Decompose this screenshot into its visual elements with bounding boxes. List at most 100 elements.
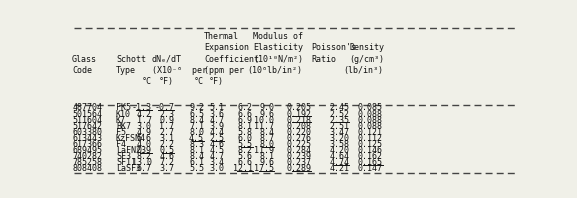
- Text: 0.289: 0.289: [286, 164, 312, 173]
- Text: SF11: SF11: [116, 158, 136, 167]
- Text: 487704: 487704: [72, 103, 102, 112]
- Text: 8.4: 8.4: [189, 152, 204, 161]
- Text: 613443: 613443: [72, 134, 102, 143]
- Text: 2.2: 2.2: [159, 140, 174, 149]
- Text: °F): °F): [209, 77, 224, 86]
- Text: FK5: FK5: [116, 103, 131, 112]
- Text: BK7: BK7: [116, 122, 131, 131]
- Text: 0.5: 0.5: [159, 146, 174, 155]
- Text: 0.085: 0.085: [358, 103, 383, 112]
- Text: 3.47: 3.47: [329, 128, 350, 137]
- Text: Code: Code: [72, 66, 92, 75]
- Text: 0.088: 0.088: [358, 116, 383, 125]
- Text: 0.225: 0.225: [286, 140, 312, 149]
- Text: 12.1: 12.1: [233, 164, 253, 173]
- Text: 0.088: 0.088: [358, 109, 383, 119]
- Text: °C: °C: [194, 77, 204, 86]
- Text: 0.218: 0.218: [286, 116, 312, 125]
- Text: 603380: 603380: [72, 128, 102, 137]
- Text: 2.5: 2.5: [209, 134, 224, 143]
- Text: 11.9: 11.9: [254, 146, 274, 155]
- Text: K10: K10: [116, 109, 131, 119]
- Text: 9.6: 9.6: [259, 109, 274, 119]
- Text: 8.1: 8.1: [238, 122, 253, 131]
- Text: 4.0: 4.0: [137, 140, 152, 149]
- Text: 8.3: 8.3: [189, 140, 204, 149]
- Text: 3.9: 3.9: [209, 122, 224, 131]
- Text: 11.7: 11.7: [254, 122, 274, 131]
- Text: Poisson's: Poisson's: [312, 43, 357, 52]
- Text: 3.0: 3.0: [137, 122, 152, 131]
- Text: 501564: 501564: [72, 109, 102, 119]
- Text: 3.20: 3.20: [329, 134, 350, 143]
- Text: 9.2: 9.2: [189, 103, 204, 112]
- Text: 9.6: 9.6: [259, 158, 274, 167]
- Text: 8.7: 8.7: [259, 134, 274, 143]
- Text: 4.5: 4.5: [189, 134, 204, 143]
- Text: 0.165: 0.165: [358, 158, 383, 167]
- Text: F4: F4: [116, 140, 126, 149]
- Text: 0.237: 0.237: [286, 158, 312, 167]
- Text: 785258: 785258: [72, 158, 102, 167]
- Text: 0.162: 0.162: [358, 152, 383, 161]
- Text: 0.147: 0.147: [358, 164, 383, 173]
- Text: 511604: 511604: [72, 116, 102, 125]
- Text: 8.0: 8.0: [259, 140, 274, 149]
- Text: 0.121: 0.121: [358, 128, 383, 137]
- Text: 5.8: 5.8: [238, 128, 253, 137]
- Text: 7.2: 7.2: [159, 158, 174, 167]
- Text: 4.64: 4.64: [329, 152, 350, 161]
- Text: 0.276: 0.276: [286, 134, 312, 143]
- Text: KzFSN4: KzFSN4: [116, 134, 146, 143]
- Text: 3.4: 3.4: [209, 158, 224, 167]
- Text: 6.2: 6.2: [238, 103, 253, 112]
- Text: 4.4: 4.4: [209, 128, 224, 137]
- Text: F5: F5: [116, 128, 126, 137]
- Text: 5.1: 5.1: [209, 103, 224, 112]
- Text: °F): °F): [159, 77, 174, 86]
- Text: 5.5: 5.5: [238, 140, 253, 149]
- Text: Glass: Glass: [72, 55, 97, 64]
- Text: 6.1: 6.1: [189, 158, 204, 167]
- Text: °C: °C: [142, 77, 152, 86]
- Text: 17.5: 17.5: [254, 164, 274, 173]
- Text: 4.74: 4.74: [329, 158, 350, 167]
- Text: 4.7: 4.7: [209, 116, 224, 125]
- Text: 2.51: 2.51: [329, 122, 350, 131]
- Text: 8.2: 8.2: [137, 152, 152, 161]
- Text: 10.0: 10.0: [254, 116, 274, 125]
- Text: 3.7: 3.7: [159, 164, 174, 173]
- Text: 0.9: 0.9: [137, 146, 152, 155]
- Text: -0.7: -0.7: [154, 103, 174, 112]
- Text: 8.2: 8.2: [238, 146, 253, 155]
- Text: 6.6: 6.6: [238, 109, 253, 119]
- Text: 13.0: 13.0: [132, 158, 152, 167]
- Text: 0.239: 0.239: [286, 152, 312, 161]
- Text: 8.1: 8.1: [259, 152, 274, 161]
- Text: 9.0: 9.0: [259, 103, 274, 112]
- Text: 4.21: 4.21: [329, 164, 350, 173]
- Text: (g/cm³): (g/cm³): [350, 55, 384, 64]
- Text: 0.208: 0.208: [286, 122, 312, 131]
- Text: 5.6: 5.6: [238, 152, 253, 161]
- Text: 8.0: 8.0: [189, 128, 204, 137]
- Text: 6.6: 6.6: [238, 158, 253, 167]
- Text: 2.52: 2.52: [329, 109, 350, 119]
- Text: 689495: 689495: [72, 146, 102, 155]
- Text: 4.7: 4.7: [209, 152, 224, 161]
- Text: Density: Density: [350, 43, 384, 52]
- Text: 4.5: 4.5: [209, 146, 224, 155]
- Text: 0.146: 0.146: [358, 146, 383, 155]
- Text: LaFN23: LaFN23: [116, 146, 146, 155]
- Text: 808408: 808408: [72, 164, 102, 173]
- Text: 3.58: 3.58: [329, 140, 350, 149]
- Text: K7: K7: [116, 116, 126, 125]
- Text: LaSF3: LaSF3: [116, 164, 141, 173]
- Text: 1.7: 1.7: [137, 116, 152, 125]
- Text: (10¹⁰N/m²): (10¹⁰N/m²): [253, 55, 303, 64]
- Text: 6.0: 6.0: [238, 134, 253, 143]
- Text: 0.112: 0.112: [358, 134, 383, 143]
- Text: 6.7: 6.7: [137, 164, 152, 173]
- Text: -1.3: -1.3: [132, 103, 152, 112]
- Text: 617366: 617366: [72, 140, 102, 149]
